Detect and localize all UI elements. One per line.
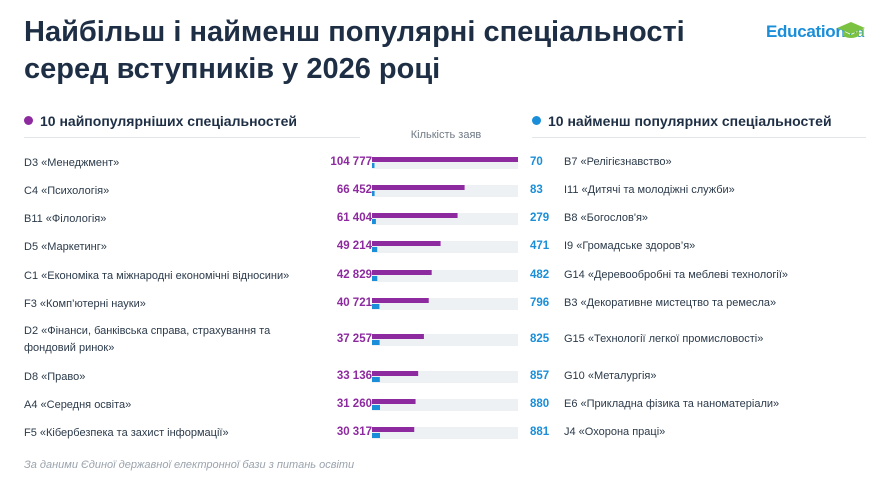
popular-specialty-value: 33 136 <box>336 370 372 382</box>
graduation-cap-icon <box>837 22 865 38</box>
unpopular-legend-dot <box>532 116 541 125</box>
unpopular-bar <box>372 304 380 309</box>
unpopular-specialty-value: 881 <box>530 426 550 438</box>
unpopular-bar <box>372 219 376 224</box>
chart-axis-label: Кількість заяв <box>410 129 482 141</box>
unpopular-specialty-label: I9 «Громадське здоров’я» <box>564 240 696 252</box>
popular-section-title: 10 найпопулярніших спеціальностей <box>40 113 297 129</box>
popular-specialty-value: 104 777 <box>330 156 372 168</box>
unpopular-specialty-label: G10 «Металургія» <box>564 370 657 382</box>
unpopular-specialty-value: 83 <box>530 184 543 196</box>
popular-specialty-label: C4 «Психологія» <box>24 185 110 197</box>
unpopular-section-heading: 10 найменш популярних спеціальностей <box>532 113 866 138</box>
popular-specialty-value: 42 829 <box>336 269 372 281</box>
popular-specialty-label: A4 «Середня освіта» <box>24 399 132 411</box>
popular-specialty-label: F3 «Комп’ютерні науки» <box>24 298 146 310</box>
unpopular-bar <box>372 247 378 252</box>
unpopular-specialty-value: 279 <box>530 212 550 224</box>
unpopular-bar <box>372 191 375 196</box>
unpopular-specialty-label: G15 «Технології легкої промисловості» <box>564 333 764 345</box>
source-footnote: За даними Єдиної державної електронної б… <box>24 459 355 471</box>
popular-specialty-label: D3 «Менеджмент» <box>24 157 120 169</box>
popular-specialty-label: D8 «Право» <box>24 371 86 383</box>
popular-specialty-label: B11 «Філологія» <box>24 213 107 225</box>
popular-bar <box>372 298 429 303</box>
popular-specialty-label: D2 «Фінанси, банківська справа, страхува… <box>24 325 271 354</box>
popular-specialty-label: F5 «Кібербезпека та захист інформації» <box>24 427 229 439</box>
unpopular-specialty-label: I11 «Дитячі та молодіжні служби» <box>564 184 735 196</box>
popular-section-heading: 10 найпопулярніших спеціальностей <box>24 113 360 138</box>
unpopular-bar <box>372 276 378 281</box>
unpopular-bar <box>372 433 380 438</box>
popular-specialty-value: 61 404 <box>336 212 372 224</box>
unpopular-bar <box>372 377 380 382</box>
unpopular-specialty-label: B8 «Богослов'я» <box>564 212 649 224</box>
unpopular-specialty-value: 482 <box>530 269 550 281</box>
unpopular-specialty-value: 880 <box>530 398 550 410</box>
unpopular-specialty-label: G14 «Деревообробні та меблеві технології… <box>564 269 788 281</box>
popular-bar <box>372 213 458 218</box>
popular-legend-dot <box>24 116 33 125</box>
logo-main: Education <box>766 22 846 41</box>
popular-bar <box>372 270 432 275</box>
popular-specialty-label: D5 «Маркетинг» <box>24 241 107 253</box>
bar-chart <box>372 157 518 439</box>
title-line-1: Найбільш і найменш популярні спеціальнос… <box>24 16 685 48</box>
popular-specialty-value: 37 257 <box>336 333 372 345</box>
unpopular-specialty-label: B3 «Декоративне мистецтво та ремесла» <box>564 297 777 309</box>
unpopular-bar <box>372 163 375 168</box>
unpopular-specialty-label: E6 «Прикладна фізика та наноматеріали» <box>564 398 780 410</box>
popular-specialty-value: 49 214 <box>336 240 372 252</box>
unpopular-specialty-value: 857 <box>530 370 550 382</box>
popular-bar <box>372 399 416 404</box>
unpopular-bar <box>372 405 380 410</box>
title-line-2: серед вступників у 2026 році <box>24 53 441 85</box>
unpopular-specialty-value: 70 <box>530 156 543 168</box>
popular-bar <box>372 427 415 432</box>
popular-bar <box>372 157 518 162</box>
popular-specialty-value: 30 317 <box>336 426 372 438</box>
unpopular-section-title: 10 найменш популярних спеціальностей <box>548 113 832 129</box>
unpopular-bar <box>372 340 380 345</box>
popular-specialty-value: 31 260 <box>336 398 372 410</box>
popular-bar <box>372 334 424 339</box>
popular-specialty-value: 66 452 <box>336 184 372 196</box>
popular-specialty-label: C1 «Економіка та міжнародні економічні в… <box>24 270 290 282</box>
popular-bar <box>372 241 441 246</box>
unpopular-specialty-label: J4 «Охорона праці» <box>564 426 666 438</box>
unpopular-specialty-value: 471 <box>530 240 550 252</box>
unpopular-specialty-label: B7 «Релігієзнавство» <box>564 156 672 168</box>
unpopular-specialty-value: 796 <box>530 297 550 309</box>
popular-specialty-value: 40 721 <box>336 297 372 309</box>
unpopular-specialty-value: 825 <box>530 333 550 345</box>
popular-bar <box>372 371 419 376</box>
page-title: Найбільш і найменш популярні спеціальнос… <box>24 14 724 88</box>
popular-bar <box>372 185 465 190</box>
